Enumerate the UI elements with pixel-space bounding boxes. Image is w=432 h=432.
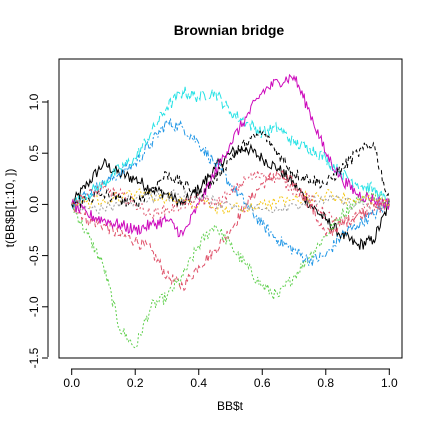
series-line-1 [71, 143, 390, 250]
x-tick-label: 0.2 [127, 376, 144, 390]
y-tick-label: 0.5 [27, 145, 41, 162]
series-line-9 [71, 130, 390, 209]
y-tick-label: 1.0 [27, 93, 41, 110]
y-tick-label: -1.0 [27, 296, 41, 317]
x-tick-label: 0.4 [190, 376, 207, 390]
series-line-4 [71, 118, 390, 267]
x-axis-label: BB$t [217, 399, 244, 413]
plot-box [58, 58, 403, 359]
chart-title: Brownian bridge [174, 22, 285, 38]
x-tick-label: 0.8 [317, 376, 334, 390]
y-axis-ticks: -1.5 -1.0 -0.5 0.0 0.5 1.0 [27, 93, 48, 368]
series-line-5 [71, 86, 390, 210]
y-tick-label: 0.0 [27, 196, 41, 213]
y-tick-label: -1.5 [27, 347, 41, 368]
x-tick-label: 0.0 [63, 376, 80, 390]
series-line-10 [71, 170, 390, 226]
y-axis-label: t(BB$B[1:10, ]) [3, 169, 17, 248]
series-line-7 [71, 188, 390, 216]
series-line-6 [71, 73, 390, 238]
series-line-8 [71, 189, 390, 215]
series-line-3 [71, 190, 390, 349]
series-layer [71, 73, 390, 349]
x-tick-label: 0.6 [254, 376, 271, 390]
y-tick-label: -0.5 [27, 245, 41, 266]
x-axis-ticks: 0.0 0.2 0.4 0.6 0.8 1.0 [63, 369, 398, 390]
series-line-2 [71, 168, 390, 292]
x-tick-label: 1.0 [381, 376, 398, 390]
